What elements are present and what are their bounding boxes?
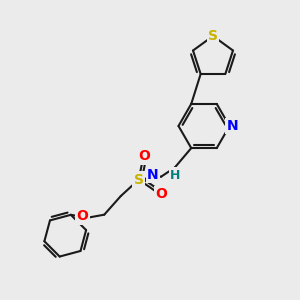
Text: S: S (134, 172, 144, 187)
Text: N: N (227, 119, 238, 133)
Text: S: S (208, 29, 218, 43)
Text: O: O (138, 149, 150, 163)
Text: O: O (155, 187, 167, 201)
Text: H: H (170, 169, 181, 182)
Text: N: N (147, 168, 159, 182)
Text: O: O (76, 209, 88, 223)
